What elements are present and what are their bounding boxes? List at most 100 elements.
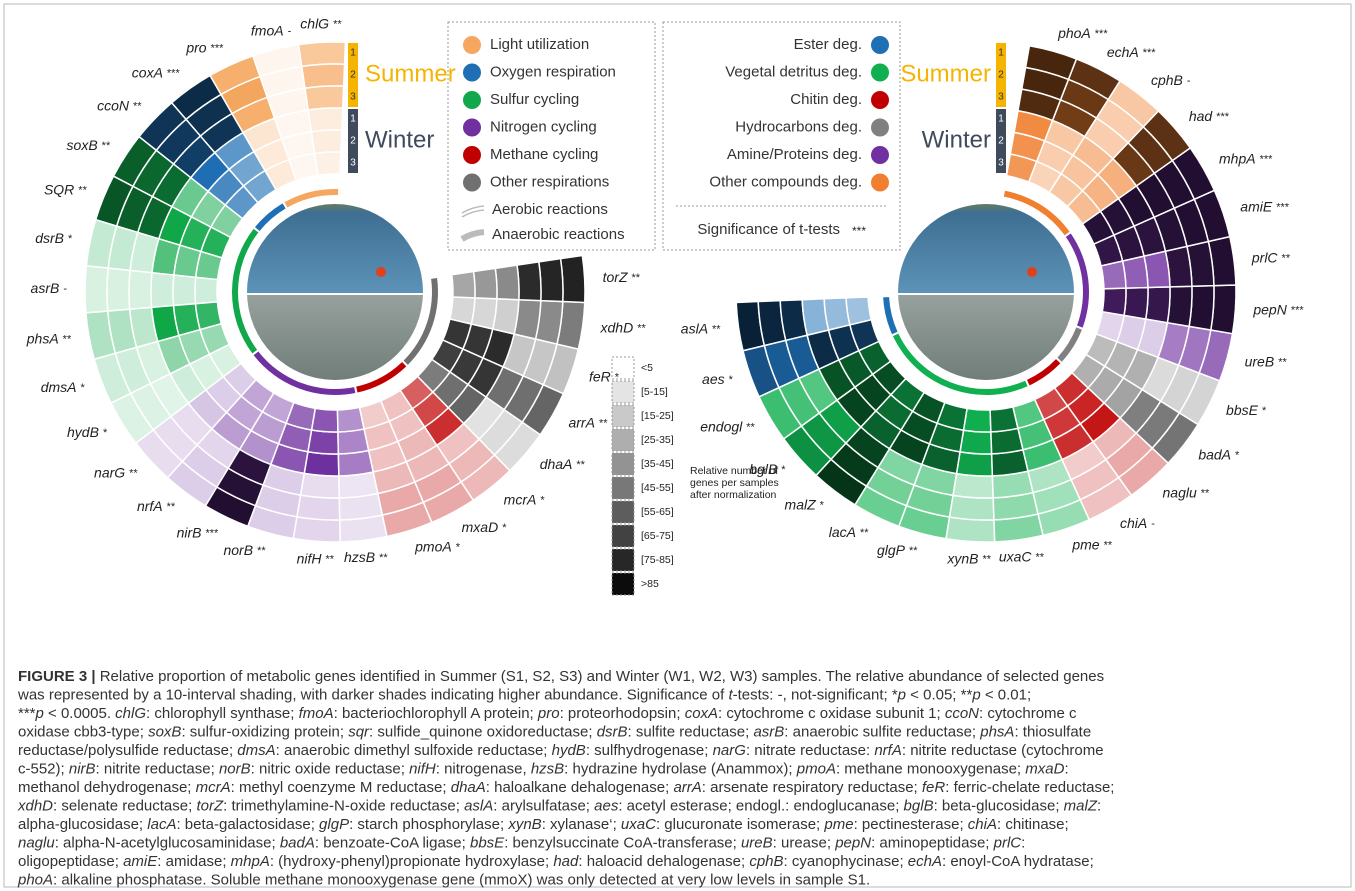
caption-segment: : haloacid dehalogenase; — [578, 853, 749, 870]
shade-label: [25-35] — [641, 434, 674, 446]
legend-box — [663, 22, 900, 250]
caption-segment: : pectinesterase; — [854, 816, 968, 833]
gene-name: torZ — [603, 269, 628, 285]
caption-segment: : hydrazine hydrolase (Anammox); — [564, 760, 797, 777]
legend-label: Methane cycling — [490, 146, 598, 163]
caption-segment: methanol dehydrogenase; — [18, 779, 196, 796]
heat-cell — [450, 297, 475, 324]
significance: ** — [167, 501, 176, 513]
significance: ** — [1036, 552, 1045, 564]
gene-name: xynB — [946, 550, 978, 566]
sample-label: 1 — [998, 114, 1004, 125]
caption-segment: : chitinase; — [997, 816, 1069, 833]
caption-segment: -tests: -, not-significant; * — [733, 686, 898, 703]
heat-cell — [107, 268, 130, 311]
caption-segment: : aminopeptidase; — [871, 834, 994, 851]
caption-segment: : xylanase‘; — [542, 816, 621, 833]
gene-label: ureB** — [1245, 353, 1288, 369]
caption-segment: phsA — [979, 723, 1014, 740]
caption-segment: norB — [219, 760, 251, 777]
caption-line: methanol dehydrogenase; mcrA: methyl coe… — [18, 779, 1114, 796]
gene-name: feR — [589, 368, 611, 384]
caption-segment: : sulfhydrogenase; — [586, 742, 713, 759]
gene-name: pepN — [1252, 301, 1287, 317]
shade-swatch — [612, 429, 634, 451]
caption-segment: cphB — [749, 853, 783, 870]
gene-label: pme** — [1071, 536, 1113, 552]
caption-segment: amiE — [123, 853, 158, 870]
significance: * — [615, 371, 620, 383]
caption-segment: pmoA — [796, 760, 836, 777]
shade-title: after normalization — [690, 489, 777, 501]
caption-segment: naglu — [18, 834, 55, 851]
sample-label: 2 — [998, 136, 1004, 147]
caption-segment: < 0.0005. — [44, 705, 115, 722]
gene-name: coxA — [132, 64, 163, 80]
gene-label: torZ** — [603, 269, 641, 285]
heat-cell — [195, 277, 218, 303]
legend-dot — [463, 174, 481, 192]
caption-segment: soxB — [148, 723, 181, 740]
caption-segment: : sulfur-oxidizing protein; — [181, 723, 348, 740]
caption-segment: reductase/polysulfide reductase; — [18, 742, 237, 759]
significance: - — [63, 283, 67, 295]
caption-segment: : sulfite reductase; — [628, 723, 754, 740]
gene-name: chlG — [300, 15, 329, 31]
significance: ** — [1201, 488, 1210, 500]
caption-segment: : — [1097, 797, 1101, 814]
gene-label: uxaC** — [999, 548, 1045, 564]
sample-label: 2 — [998, 70, 1004, 81]
caption-segment: : beta-galactosidase; — [176, 816, 319, 833]
gene-label: norB** — [223, 542, 266, 558]
legend-label: Amine/Proteins deg. — [727, 146, 862, 163]
significance: ** — [1278, 356, 1287, 368]
caption-segment: oligopeptidase; — [18, 853, 123, 870]
gene-label: nifH** — [297, 550, 335, 566]
caption-segment: aes — [594, 797, 619, 814]
caption-segment: glgP — [319, 816, 349, 833]
caption-segment: bglB — [904, 797, 934, 814]
gene-name: aes — [702, 371, 725, 387]
gene-label: narG** — [94, 464, 138, 480]
gene-name: cphB — [1151, 72, 1183, 88]
gene-name: amiE — [1240, 198, 1273, 214]
caption-segment: : benzoate-CoA ligase; — [315, 834, 470, 851]
legend-label: Nitrogen cycling — [490, 118, 597, 135]
heat-cell — [1102, 288, 1126, 315]
sample-label: 1 — [350, 114, 356, 125]
shade-label: [45-55] — [641, 482, 674, 494]
caption-segment: pme — [823, 816, 853, 833]
gene-name: hzsB — [344, 549, 375, 565]
gene-name: chiA — [1120, 515, 1147, 531]
sample-label: 2 — [350, 70, 356, 81]
caption-segment: : alkaline phosphatase. Soluble methane … — [53, 871, 870, 888]
caption-segment: sqr — [348, 723, 370, 740]
legend-dot — [871, 119, 889, 137]
caption-segment: pepN — [834, 834, 871, 851]
caption-segment: ureB — [741, 834, 773, 851]
caption-segment: phoA — [17, 871, 53, 888]
legend-dot — [463, 64, 481, 82]
heat-cell — [305, 86, 344, 110]
caption-segment: : methyl coenzyme M reductase; — [231, 779, 451, 796]
caption-segment: : ferric-chelate reductase; — [945, 779, 1114, 796]
heat-cell — [173, 275, 196, 305]
gene-label: xdhD** — [600, 319, 647, 335]
gene-label: arrA** — [568, 414, 608, 430]
gene-label: naglu** — [1163, 484, 1211, 500]
legend-dot — [463, 36, 481, 54]
significance: ** — [576, 459, 585, 471]
caption-segment: : benzylsuccinate CoA-transferase; — [504, 834, 741, 851]
gene-name: asrB — [31, 280, 60, 296]
gene-label: hzsB** — [344, 549, 388, 565]
gene-label: mhpA*** — [1219, 150, 1273, 166]
caption-line: ***p < 0.0005. chlG: chlorophyll synthas… — [18, 705, 1077, 722]
caption-segment: feR — [922, 779, 946, 796]
shade-swatch — [612, 477, 634, 499]
caption-segment: < 0.01; — [981, 686, 1031, 703]
gene-name: nifH — [297, 550, 323, 566]
significance: * — [502, 522, 507, 534]
gene-name: fmoA — [251, 22, 284, 38]
caption-segment: FIGURE 3 | — [18, 668, 96, 685]
heat-cell — [1189, 286, 1214, 330]
